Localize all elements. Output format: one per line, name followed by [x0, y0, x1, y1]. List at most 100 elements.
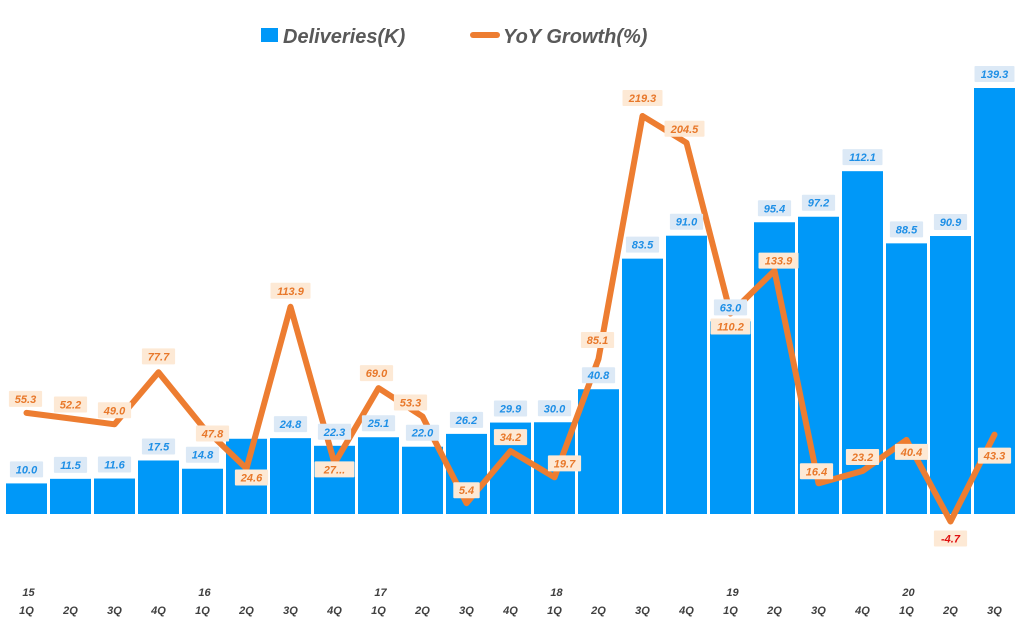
x-year-label: 18 — [550, 587, 563, 599]
bar — [138, 460, 179, 514]
bar-label-text: 91.0 — [676, 217, 698, 229]
bar — [886, 243, 927, 514]
bar-label: 29.9 — [493, 400, 528, 417]
x-tick-label: 1Q — [723, 605, 738, 617]
line-label-text: 85.1 — [587, 335, 608, 347]
bar-label-text: 63.0 — [720, 302, 742, 314]
bar — [270, 438, 311, 514]
line-label: 133.9 — [758, 252, 799, 269]
bar-label-text: 40.8 — [587, 370, 610, 382]
line-label: 85.1 — [580, 331, 615, 348]
bar-label-text: 83.5 — [632, 240, 654, 252]
bar-label-text: 90.9 — [940, 217, 962, 229]
line-point — [992, 432, 997, 437]
line-point — [112, 422, 117, 427]
bar-label-text: 97.2 — [808, 198, 829, 210]
bar-label: 11.5 — [53, 456, 88, 473]
line-label-box — [453, 482, 480, 499]
bar-label: 17.5 — [141, 438, 176, 455]
bar-series — [6, 88, 1015, 515]
line-point — [288, 304, 293, 309]
bar-label: 25.1 — [361, 415, 396, 432]
line-label: 219.3 — [622, 90, 663, 106]
line-label: 110.2 — [710, 318, 751, 335]
line-label-text: 49.0 — [103, 405, 126, 417]
bar-label-text: 29.9 — [499, 404, 522, 416]
x-axis: 1Q 2Q 3Q 4Q 1Q 2Q 3Q 4Q 1Q 2Q 3Q 4Q 1Q 2Q 3Q 4Q 1Q 2Q 3Q 4Q… — [19, 587, 1002, 617]
bar-label-text: 139.3 — [981, 69, 1009, 81]
bar-label-text: 112.1 — [849, 152, 876, 164]
bar-label-box — [889, 221, 924, 238]
bar-label: 88.5 — [889, 221, 924, 238]
line-label: 69.0 — [359, 365, 394, 382]
line-label-box — [359, 365, 394, 382]
line-label-text: 40.4 — [900, 447, 922, 459]
line-point — [508, 449, 513, 454]
line-label-box — [710, 318, 751, 335]
bar — [358, 437, 399, 514]
x-tick-label: 3Q — [283, 605, 298, 617]
x-tick-label: 3Q — [459, 605, 474, 617]
line-label-box — [53, 396, 88, 413]
bar-label: 139.3 — [974, 66, 1015, 82]
line-label-text: 27... — [323, 464, 345, 476]
line-label-box — [547, 455, 582, 472]
bar-label-box — [842, 149, 883, 166]
bar-label-box — [581, 367, 616, 384]
line-label: 34.2 — [493, 429, 528, 446]
line-label: -4.7 — [933, 530, 968, 547]
x-tick-label: 4Q — [326, 605, 342, 617]
bar-label-box — [141, 438, 176, 455]
x-tick-label: 2Q — [766, 605, 782, 617]
bar-label-text: 30.0 — [544, 403, 566, 415]
line-point — [464, 501, 469, 506]
line-label: 24.6 — [234, 469, 269, 486]
line-label-box — [622, 90, 663, 106]
line-label-box — [758, 252, 799, 269]
bar-label-text: 88.5 — [896, 224, 918, 236]
x-tick-label: 1Q — [547, 605, 562, 617]
line-label-box — [270, 282, 311, 299]
line-point — [596, 356, 601, 361]
bar-label-text: 11.5 — [60, 460, 81, 472]
line-label-box — [141, 348, 176, 365]
bar-label-box — [669, 213, 704, 230]
line-point — [156, 370, 161, 375]
x-tick-label: 2Q — [238, 605, 254, 617]
bar-label: 10.0 — [9, 461, 44, 478]
bar-label-box — [53, 456, 88, 473]
line-label-text: 16.4 — [806, 466, 827, 478]
x-tick-label: 1Q — [371, 605, 386, 617]
line-label-box — [493, 429, 528, 446]
bar-label: 63.0 — [713, 299, 748, 316]
line-label-box — [234, 469, 269, 486]
x-tick-label: 2Q — [942, 605, 958, 617]
bar — [402, 446, 443, 514]
line-point — [948, 519, 953, 524]
line-label-text: 5.4 — [459, 485, 474, 497]
bar-label: 83.5 — [625, 236, 660, 253]
x-year-label: 20 — [901, 587, 915, 599]
line-label: 204.5 — [664, 120, 705, 137]
bar-label-box — [97, 456, 132, 473]
x-tick-label: 3Q — [635, 605, 650, 617]
line-label-box — [8, 390, 43, 407]
x-tick-label: 2Q — [590, 605, 606, 617]
line-label-text: 69.0 — [366, 368, 388, 380]
bar-label-text: 25.1 — [367, 418, 389, 430]
line-label-box — [97, 402, 132, 419]
line-label-box — [195, 425, 230, 442]
line-point — [376, 386, 381, 391]
bar-label-text: 17.5 — [148, 441, 170, 453]
line-point — [772, 268, 777, 273]
line-label-box — [580, 331, 615, 348]
bar-label-text: 22.3 — [323, 427, 345, 439]
bar-label: 91.0 — [669, 213, 704, 230]
bar — [578, 389, 619, 514]
bar-label-text: 95.4 — [764, 203, 785, 215]
bar-label-box — [933, 214, 968, 231]
bar — [974, 88, 1015, 514]
bar-label-text: 11.6 — [104, 460, 125, 472]
bar-label: 90.9 — [933, 214, 968, 231]
